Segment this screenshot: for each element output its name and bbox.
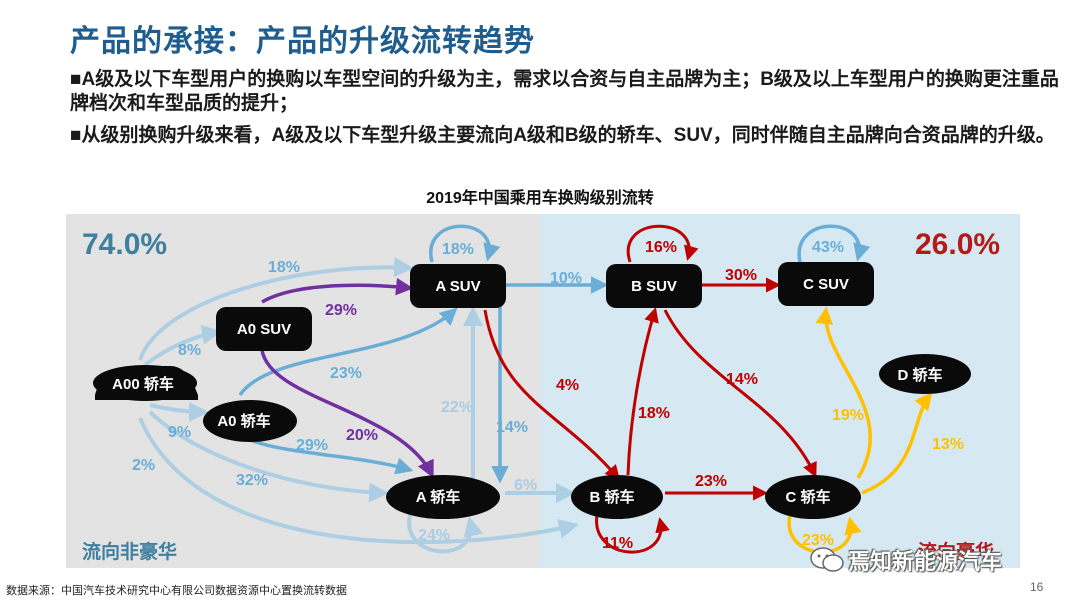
car-node-b-suv: B SUV bbox=[606, 264, 702, 308]
flow-label: 10% bbox=[550, 270, 582, 287]
flow-csedan-dsedan bbox=[861, 392, 933, 495]
flow-label: 30% bbox=[725, 267, 757, 284]
watermark: 焉知新能源汽车 bbox=[808, 544, 1002, 576]
car-label: A SUV bbox=[435, 278, 480, 295]
chart-title: 2019年中国乘用车换购级别流转 bbox=[426, 190, 654, 207]
flow-label: 16% bbox=[645, 239, 677, 256]
car-label: C 轿车 bbox=[785, 488, 830, 506]
car-label: A0 SUV bbox=[237, 321, 291, 338]
flow-asuv-self bbox=[429, 224, 501, 263]
flow-label: 19% bbox=[832, 407, 864, 424]
flow-label: 18% bbox=[638, 405, 670, 422]
flow-a00-a0suv bbox=[143, 324, 222, 367]
flow-bsuv-self bbox=[626, 224, 699, 263]
flow-label: 29% bbox=[296, 437, 328, 454]
left-region-label: 流向非豪华 bbox=[82, 540, 177, 563]
flow-label: 18% bbox=[442, 241, 474, 258]
flow-a0suv-asuv bbox=[261, 277, 414, 304]
flow-label: 23% bbox=[802, 532, 834, 549]
car-node-d-sedan: D 轿车 bbox=[879, 354, 971, 394]
car-label: C SUV bbox=[803, 276, 849, 293]
car-label: B SUV bbox=[631, 278, 677, 295]
right-region-label: 流向豪华 bbox=[918, 540, 994, 563]
wechat-icon bbox=[810, 547, 844, 572]
flow-bsedan-self bbox=[595, 514, 670, 554]
flow-asuv-bsedan bbox=[483, 309, 620, 481]
flow-label: 29% bbox=[325, 302, 357, 319]
car-node-b-sedan: B 轿车 bbox=[571, 475, 663, 519]
car-node-a-suv: A SUV bbox=[410, 264, 506, 308]
flow-label: 18% bbox=[268, 259, 300, 276]
car-label: A 轿车 bbox=[416, 488, 460, 506]
flow-label: 9% bbox=[168, 424, 191, 441]
flow-bsuv-csedan bbox=[663, 309, 817, 478]
page-title: 产品的承接：产品的升级流转趋势 bbox=[70, 25, 535, 58]
flow-label: 13% bbox=[932, 436, 964, 453]
flow-label: 23% bbox=[330, 365, 362, 382]
flow-a00-asuv bbox=[138, 257, 414, 361]
watermark-text: 焉知新能源汽车 bbox=[848, 549, 1003, 574]
flow-a0sedan-asuv bbox=[238, 307, 458, 397]
flow-label: 14% bbox=[496, 419, 528, 436]
data-source: 数据来源：中国汽车技术研究中心有限公司数据资源中心置换流转数据 bbox=[6, 585, 347, 597]
flow-label: 22% bbox=[441, 399, 473, 416]
flow-label: 11% bbox=[602, 535, 633, 552]
car-label: A0 轿车 bbox=[217, 412, 270, 430]
flow-label: 23% bbox=[695, 473, 727, 490]
flow-label: 4% bbox=[556, 377, 579, 394]
flow-a0suv-asedan bbox=[260, 349, 434, 479]
page-number: 16 bbox=[1030, 580, 1044, 594]
bullet-point-2: ■从级别换购升级来看，A级及以下车型升级主要流向A级和B级的轿车、SUV，同时伴… bbox=[70, 125, 1055, 146]
flow-label: 6% bbox=[514, 477, 537, 494]
car-node-a-sedan: A 轿车 bbox=[386, 475, 500, 519]
flow-label: 8% bbox=[178, 342, 201, 359]
car-node-c-sedan: C 轿车 bbox=[765, 475, 861, 519]
right-share: 26.0% bbox=[915, 228, 1000, 261]
left-share: 74.0% bbox=[82, 228, 167, 261]
car-label: A00 轿车 bbox=[112, 375, 174, 393]
flow-bsedan-bsuv bbox=[626, 307, 659, 476]
flow-asedan-self bbox=[407, 514, 484, 554]
flow-a00-bsedan bbox=[138, 417, 579, 545]
flow-a00-asedan bbox=[148, 410, 389, 503]
flow-label: 14% bbox=[726, 371, 758, 388]
flow-csuv-self bbox=[797, 224, 871, 263]
flow-a0sedan-asedan bbox=[249, 438, 414, 475]
flow-label: 43% bbox=[812, 239, 844, 256]
flow-label: 32% bbox=[236, 472, 268, 489]
flow-a00-a0sedan bbox=[149, 401, 209, 422]
car-node-a0-suv: A0 SUV bbox=[216, 307, 312, 351]
bullet-point-1: ■A级及以下车型用户的换购以车型空间的升级为主，需求以合资与自主品牌为主；B级及… bbox=[70, 69, 1059, 114]
flow-label: 2% bbox=[132, 457, 155, 474]
car-node-c-suv: C SUV bbox=[778, 262, 874, 306]
car-label: B 轿车 bbox=[589, 488, 634, 506]
car-node-a00-sedan: A00 轿车 bbox=[93, 365, 198, 401]
flow-csedan-csuv bbox=[815, 306, 872, 479]
flow-label: 24% bbox=[418, 527, 450, 544]
car-label: D 轿车 bbox=[897, 366, 942, 384]
flow-label: 20% bbox=[346, 427, 378, 444]
car-node-a0-sedan: A0 轿车 bbox=[203, 400, 297, 442]
